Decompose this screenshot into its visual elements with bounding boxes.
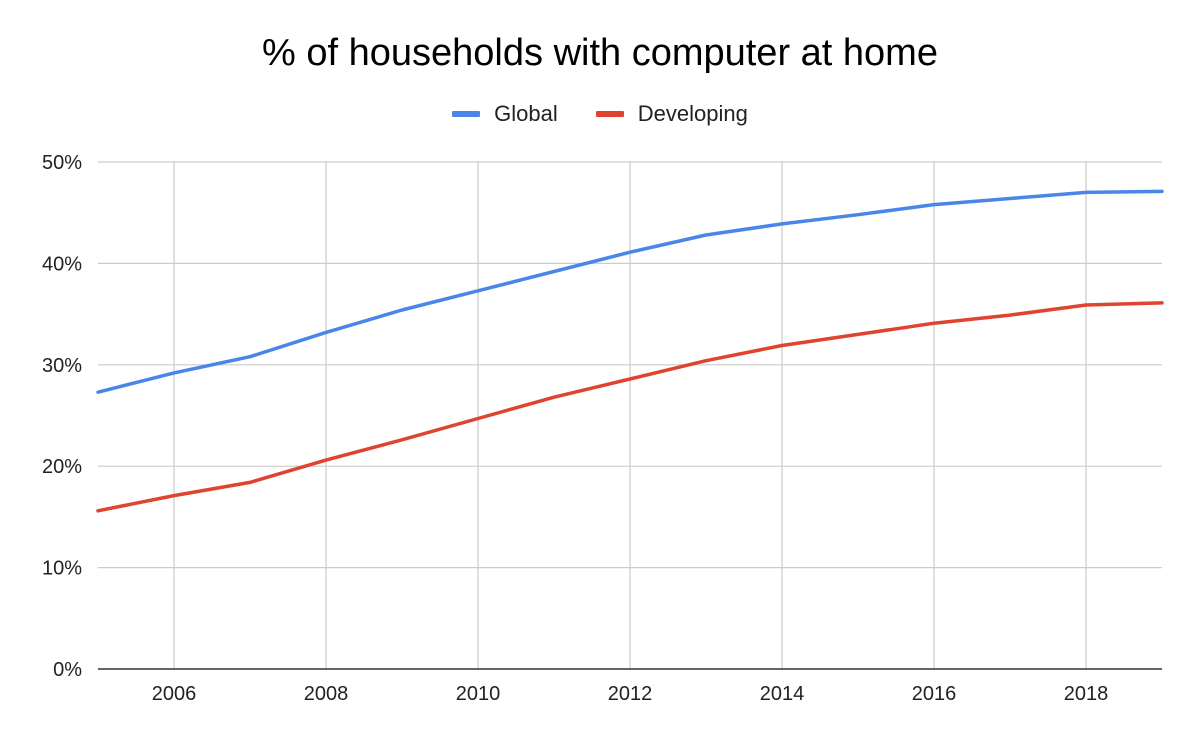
x-tick-label: 2012 <box>608 683 653 705</box>
y-tick-label: 0% <box>53 659 82 681</box>
series-line-global <box>96 189 1164 394</box>
y-tick-label: 50% <box>42 152 82 174</box>
y-tick-label: 30% <box>42 355 82 377</box>
legend-item-global[interactable]: Global <box>452 101 558 127</box>
x-tick-label: 2014 <box>760 683 805 705</box>
legend-swatch-global <box>452 111 481 117</box>
x-tick-label: 2006 <box>152 683 197 705</box>
x-tick-label: 2018 <box>1064 683 1109 705</box>
chart-title: % of households with computer at home <box>262 32 938 74</box>
legend-label-global: Global <box>494 101 558 126</box>
x-tick-label: 2008 <box>304 683 349 705</box>
y-tick-label: 10% <box>42 558 82 580</box>
legend-label-developing: Developing <box>637 101 748 126</box>
legend-swatch-developing <box>595 111 624 117</box>
x-tick-label: 2010 <box>456 683 501 705</box>
legend-item-developing[interactable]: Developing <box>595 101 748 127</box>
y-tick-label: 20% <box>42 456 82 478</box>
y-tick-label: 40% <box>42 253 82 275</box>
legend: Global Developing <box>0 101 1200 127</box>
x-tick-label: 2016 <box>912 683 957 705</box>
series-line-developing <box>96 301 1164 513</box>
